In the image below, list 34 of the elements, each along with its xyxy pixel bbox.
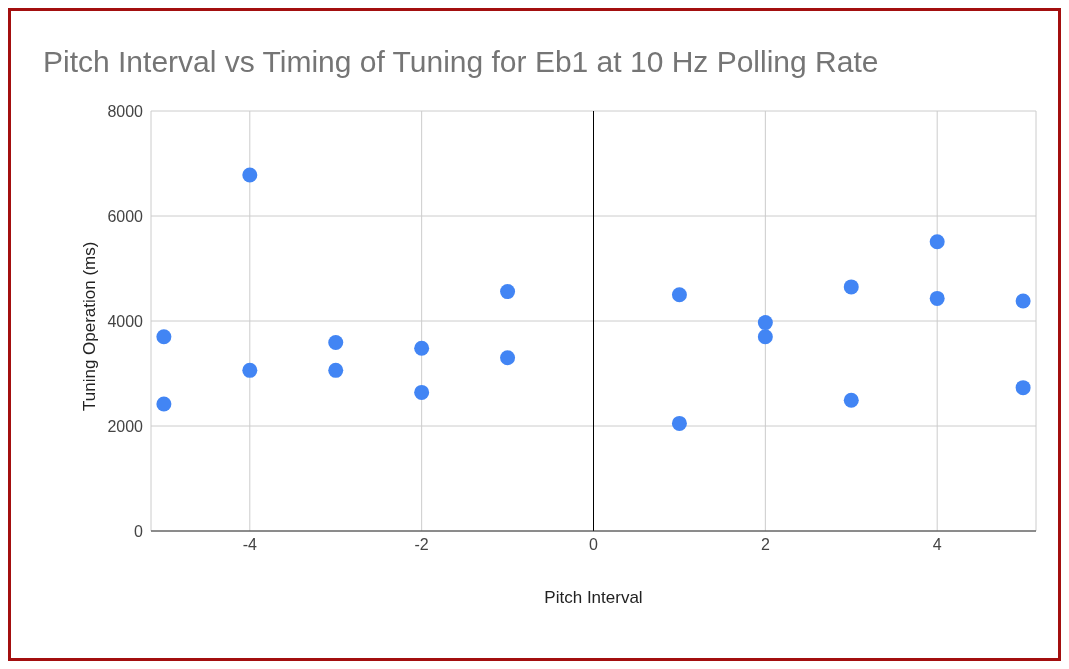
point xyxy=(757,329,773,345)
chart-title: Pitch Interval vs Timing of Tuning for Eb1 at 10 Hz Polling Rate xyxy=(43,45,879,79)
point xyxy=(242,167,258,183)
x-tick-label: -2 xyxy=(414,536,429,554)
point xyxy=(1015,380,1031,396)
x-tick-label: 0 xyxy=(589,536,599,554)
point xyxy=(671,415,687,431)
point xyxy=(328,335,344,351)
y-tick-label: 6000 xyxy=(107,207,144,225)
point xyxy=(414,340,430,356)
point xyxy=(671,287,687,303)
point xyxy=(500,284,516,300)
x-axis-title: Pitch Interval xyxy=(544,588,643,607)
point xyxy=(843,279,859,295)
point xyxy=(156,396,172,412)
y-tick-label: 0 xyxy=(134,522,144,540)
y-axis-title: Tuning Operation (ms) xyxy=(80,241,100,411)
point xyxy=(414,384,430,400)
y-tick-label: 2000 xyxy=(107,417,144,435)
point xyxy=(1015,293,1031,309)
point xyxy=(328,362,344,378)
point xyxy=(757,315,773,331)
y-tick-label: 4000 xyxy=(107,312,144,330)
point xyxy=(929,290,945,306)
point xyxy=(929,234,945,250)
point xyxy=(156,329,172,345)
x-tick-label: 4 xyxy=(932,536,942,554)
point xyxy=(242,362,258,378)
y-tick-label: 8000 xyxy=(107,102,144,120)
point xyxy=(843,392,859,408)
x-tick-label: 2 xyxy=(760,536,770,554)
point xyxy=(500,350,516,366)
x-tick-label: -4 xyxy=(242,536,258,554)
frame-border: Pitch Interval vs Timing of Tuning for Eb1 at 10 Hz Polling Rate -4 -2 0 2 4 Pitch Interval 0 2000 4000 6000 8000 Tuning Operation (ms) xyxy=(8,8,1061,661)
